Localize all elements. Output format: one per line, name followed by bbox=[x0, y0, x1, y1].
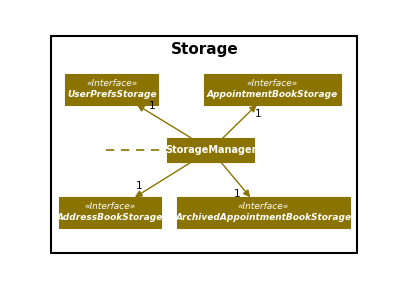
FancyBboxPatch shape bbox=[168, 138, 254, 162]
Text: 1: 1 bbox=[136, 181, 142, 191]
FancyBboxPatch shape bbox=[59, 197, 161, 228]
Text: «Interface»: «Interface» bbox=[247, 79, 298, 88]
Text: «Interface»: «Interface» bbox=[85, 202, 136, 211]
FancyBboxPatch shape bbox=[51, 36, 357, 253]
Text: UserPrefsStorage: UserPrefsStorage bbox=[67, 90, 156, 99]
Text: «Interface»: «Interface» bbox=[86, 79, 137, 88]
Text: ArchivedAppointmentBookStorage: ArchivedAppointmentBookStorage bbox=[175, 213, 351, 222]
FancyBboxPatch shape bbox=[204, 74, 340, 105]
Text: «Interface»: «Interface» bbox=[238, 202, 289, 211]
FancyBboxPatch shape bbox=[65, 74, 158, 105]
Text: 1: 1 bbox=[149, 101, 156, 111]
Text: StorageManager: StorageManager bbox=[165, 145, 257, 155]
Text: 1: 1 bbox=[234, 189, 241, 199]
Text: Storage: Storage bbox=[171, 42, 238, 57]
Text: 1: 1 bbox=[255, 109, 261, 119]
Text: AddressBookStorage: AddressBookStorage bbox=[57, 213, 163, 222]
FancyBboxPatch shape bbox=[177, 197, 350, 228]
Text: AppointmentBookStorage: AppointmentBookStorage bbox=[207, 90, 338, 99]
